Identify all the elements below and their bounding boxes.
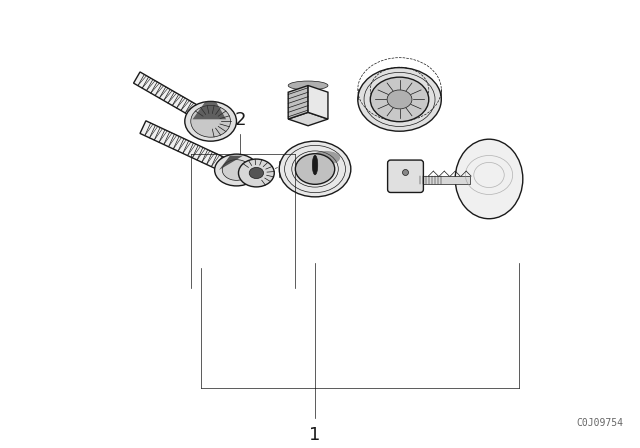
Ellipse shape <box>358 68 442 131</box>
Ellipse shape <box>455 139 523 219</box>
FancyBboxPatch shape <box>388 160 424 193</box>
Polygon shape <box>308 86 328 119</box>
Ellipse shape <box>191 105 230 137</box>
Text: 1: 1 <box>309 426 321 444</box>
Ellipse shape <box>222 159 251 181</box>
Ellipse shape <box>312 155 317 175</box>
Ellipse shape <box>295 154 335 184</box>
Polygon shape <box>193 101 226 119</box>
Polygon shape <box>288 86 308 119</box>
Ellipse shape <box>387 90 412 109</box>
Text: 2: 2 <box>235 111 246 129</box>
Polygon shape <box>219 156 243 170</box>
Ellipse shape <box>214 154 259 186</box>
Polygon shape <box>134 72 209 123</box>
Text: C0J09754: C0J09754 <box>576 418 623 427</box>
Ellipse shape <box>371 77 429 122</box>
Ellipse shape <box>185 101 237 141</box>
Ellipse shape <box>249 168 264 179</box>
Polygon shape <box>288 112 328 126</box>
Ellipse shape <box>288 81 328 90</box>
Polygon shape <box>140 121 232 173</box>
Bar <box>415 176 470 184</box>
Ellipse shape <box>239 159 275 187</box>
Ellipse shape <box>403 169 408 176</box>
Ellipse shape <box>312 151 340 165</box>
Ellipse shape <box>279 141 351 197</box>
